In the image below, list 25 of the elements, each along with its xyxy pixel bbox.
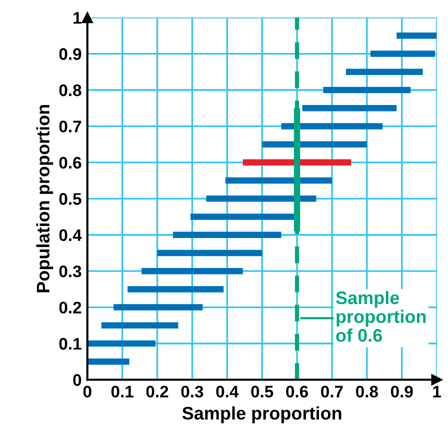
- x-tick-label: 0.5: [251, 386, 274, 398]
- x-tick-label: 0: [83, 386, 92, 398]
- x-axis-title: Sample proportion: [182, 406, 342, 424]
- y-tick-label: 0.3: [59, 265, 82, 278]
- y-tick-label: 0.1: [59, 338, 82, 350]
- y-tick-label: 0.9: [59, 48, 82, 60]
- y-tick-label: 0: [73, 374, 82, 386]
- x-tick-label: 1: [433, 386, 441, 398]
- x-tick-label: 0.6: [286, 386, 308, 398]
- x-tick-label: 0.7: [321, 386, 343, 398]
- y-tick-label: 0.2: [59, 302, 82, 314]
- x-tick-label: 0.2: [146, 386, 168, 398]
- x-tick-label: 0.4: [216, 386, 239, 398]
- x-tick-label: 0.8: [356, 386, 378, 398]
- y-tick-label: 0.6: [59, 156, 82, 169]
- y-tick-label: 0.7: [59, 120, 82, 132]
- x-tick-label: 0.9: [390, 386, 413, 398]
- y-axis-title: Population proportion: [36, 104, 54, 292]
- ref-line-label: Sample proportion of 0.6: [336, 290, 426, 342]
- y-tick-label: 0.5: [59, 193, 82, 205]
- x-tick-label: 0.1: [111, 386, 134, 398]
- y-tick-label: 0.4: [59, 229, 82, 242]
- x-tick-label: 0.3: [181, 386, 204, 398]
- y-tick-label: 0.8: [59, 84, 82, 96]
- y-tick-label: 1: [74, 12, 82, 24]
